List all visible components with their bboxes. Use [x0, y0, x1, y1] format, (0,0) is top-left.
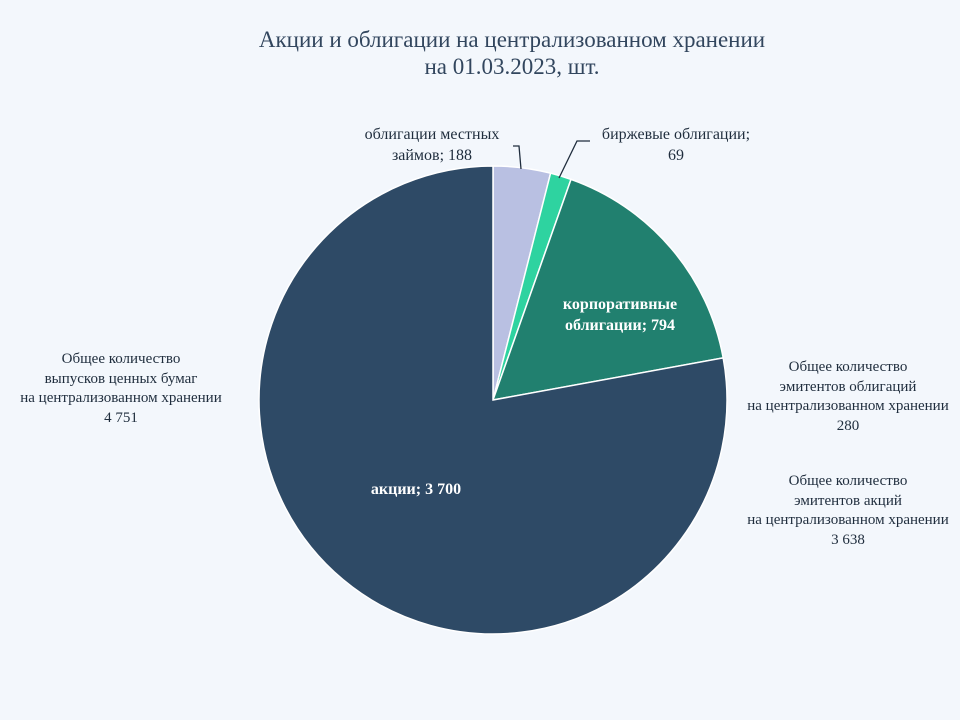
slice-label-exchange-bonds: биржевые облигации; 69: [602, 126, 750, 164]
chart-title-line-1: Акции и облигации на централизованном хр…: [258, 27, 766, 52]
note-bond-issuers: Общее количество эмитентов облигаций на …: [736, 358, 960, 436]
note-share-line-1: Общее количество: [788, 473, 908, 489]
pie-slice-corporate-bonds: [491, 178, 725, 401]
note-share-line-2: эмитентов акций: [794, 492, 902, 509]
note-total-value: 4 751: [104, 409, 138, 426]
note-bond-line-3: на централизованном хранении: [747, 398, 949, 414]
chart-title: Акции и облигации на централизованном хр…: [0, 26, 960, 80]
slice-label-municipal-bonds: облигации местных займов; 188: [365, 126, 500, 164]
leader-line-municipal-bonds: [513, 145, 522, 170]
note-total-issues: Общее количество выпусков ценных бумаг н…: [8, 350, 234, 428]
note-share-value: 3 638: [831, 531, 865, 548]
note-bond-line-2: эмитентов облигаций: [779, 378, 917, 395]
note-bond-value: 280: [836, 417, 860, 434]
note-total-line-3: на централизованном хранении: [20, 390, 222, 406]
pie-slice-shares: [258, 165, 728, 635]
note-total-line-2: выпусков ценных бумаг: [44, 370, 198, 387]
leader-line-exchange-bonds: [558, 140, 590, 179]
pie-slices: [258, 165, 728, 635]
leader-lines: [513, 140, 590, 179]
slice-label-shares: акции; 3 700: [371, 481, 461, 498]
note-bond-line-1: Общее количество: [788, 359, 908, 375]
note-total-line-1: Общее количество: [61, 351, 181, 367]
slice-labels: облигации местных займов; 188 биржевые обл…: [365, 126, 750, 498]
note-share-line-3: на централизованном хранении: [747, 512, 949, 528]
slice-label-corporate-bonds: корпоративные облигации; 794: [563, 296, 677, 334]
chart-title-line-2: на 01.03.2023, шт.: [424, 54, 600, 79]
note-share-issuers: Общее количество эмитентов акций на цент…: [736, 472, 960, 550]
